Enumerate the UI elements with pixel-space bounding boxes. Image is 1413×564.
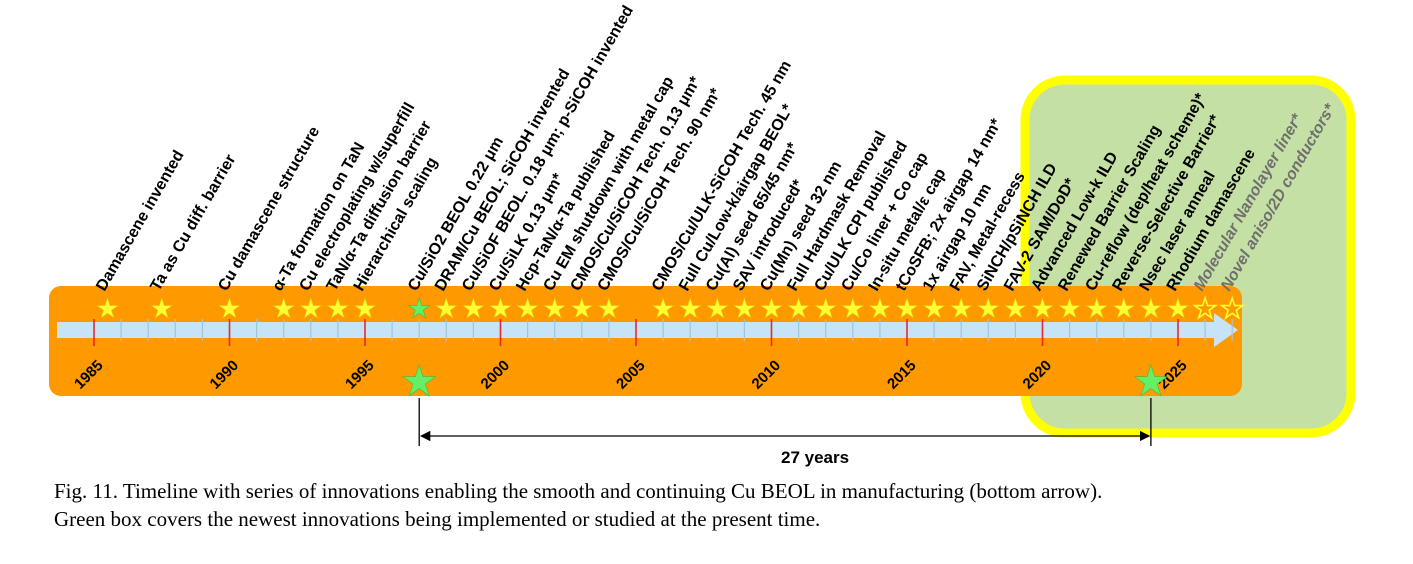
event-star xyxy=(218,297,241,319)
event-star xyxy=(760,297,783,319)
event-star xyxy=(651,297,675,319)
event-star xyxy=(570,297,594,319)
event-star xyxy=(976,297,1000,319)
event-star xyxy=(1219,295,1246,320)
span-end-star xyxy=(1133,364,1169,397)
caption-line-1: Fig. 11. Timeline with series of innovat… xyxy=(54,479,1103,503)
event-star xyxy=(814,297,838,319)
event-star xyxy=(353,297,377,319)
event-star xyxy=(461,297,485,319)
timeline-figure: 1985 1990 1995 2000 2005 2010 2015 2020 2025 Dam… xyxy=(49,3,1356,467)
event-star xyxy=(407,297,431,319)
event-star xyxy=(326,297,350,319)
event-star xyxy=(1003,297,1027,319)
caption-line-2: Green box covers the newest innovations … xyxy=(54,507,821,531)
event-star xyxy=(1058,297,1082,319)
event-star xyxy=(868,297,892,319)
event-star xyxy=(272,297,296,319)
event-star xyxy=(949,297,973,319)
span-label: 27 years xyxy=(781,448,849,467)
event-star xyxy=(1139,297,1163,319)
event-star xyxy=(841,297,865,319)
event-star xyxy=(922,297,946,319)
figure-caption: Fig. 11. Timeline with series of innovat… xyxy=(54,477,1399,533)
timeline-arrow-head xyxy=(1214,313,1238,347)
event-star xyxy=(787,297,811,319)
span-start-star xyxy=(402,364,437,397)
event-star xyxy=(150,297,174,319)
event-star xyxy=(732,297,756,319)
event-star xyxy=(434,297,458,319)
event-star xyxy=(1166,297,1190,319)
event-star xyxy=(678,297,702,319)
timeline-arrow-shaft xyxy=(57,322,1217,338)
event-star xyxy=(895,297,919,319)
event-star xyxy=(1192,295,1219,320)
event-star xyxy=(489,297,512,319)
event-star xyxy=(299,297,323,319)
event-star xyxy=(1085,297,1109,319)
event-star xyxy=(705,297,729,319)
timeline-bar xyxy=(49,286,1242,396)
event-star xyxy=(516,297,540,319)
event-star xyxy=(597,297,621,319)
event-star xyxy=(543,297,567,319)
event-star xyxy=(1112,297,1136,319)
event-star xyxy=(1031,297,1054,319)
event-star xyxy=(96,297,119,319)
